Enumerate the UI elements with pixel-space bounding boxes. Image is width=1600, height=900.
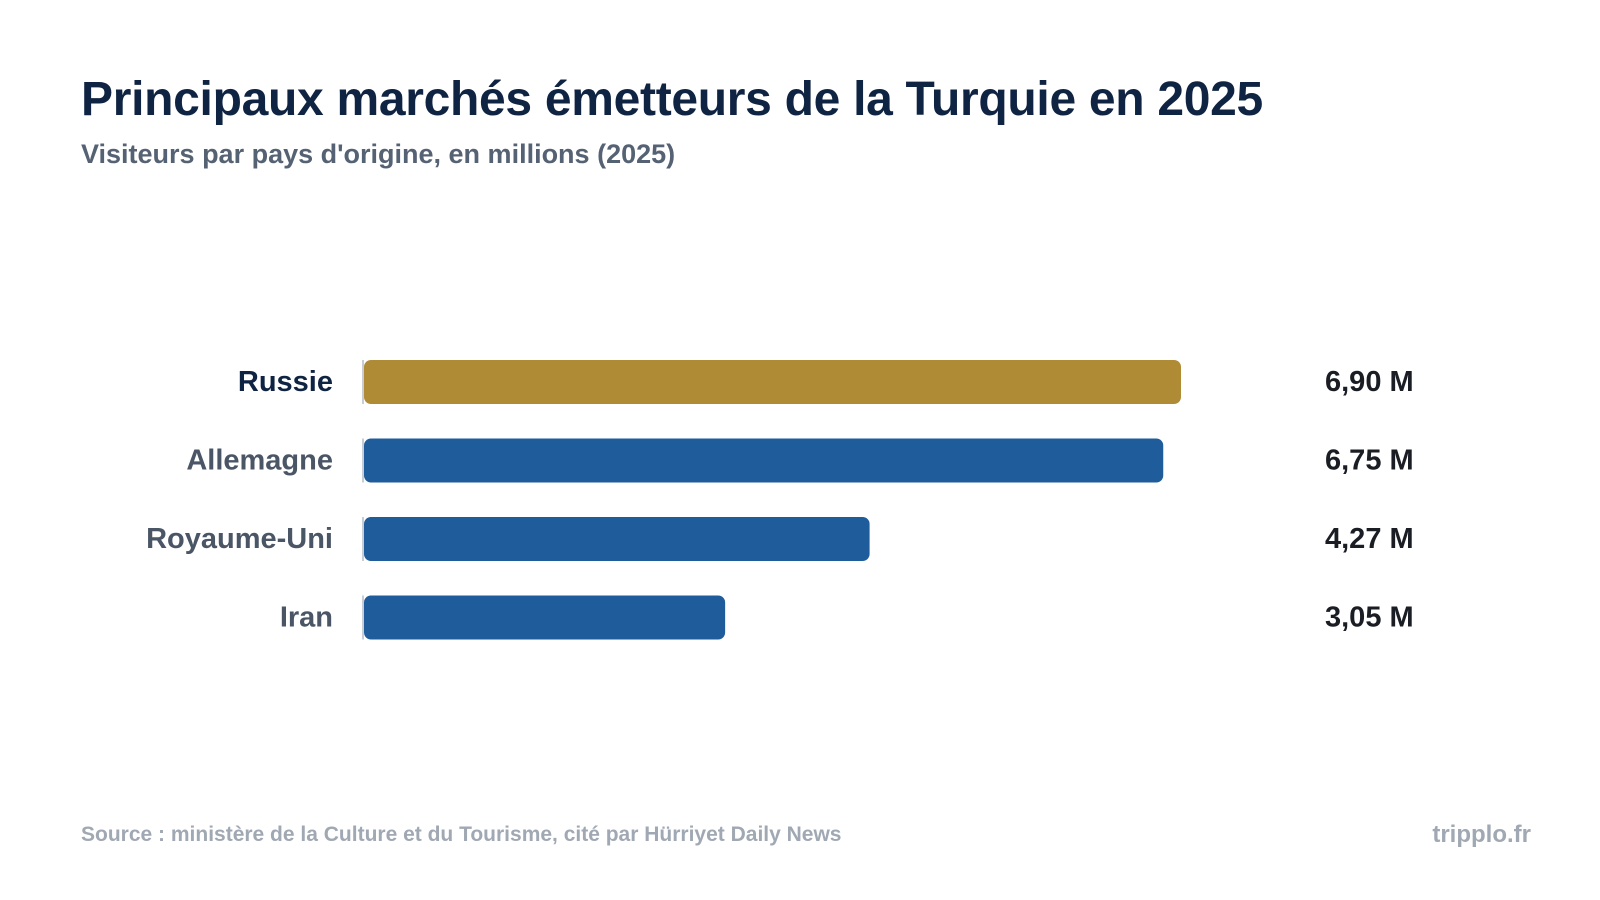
category-label: Allemagne: [186, 445, 333, 477]
chart-title: Principaux marchés émetteurs de la Turqu…: [81, 73, 1263, 126]
bar-baseline-tick: [362, 517, 364, 561]
bar-baseline-tick: [362, 438, 364, 483]
bar-baseline-tick: [362, 360, 364, 404]
category-label: Royaume-Uni: [146, 523, 333, 555]
bar-iran: [364, 595, 726, 640]
value-label: 6,90 M: [1325, 366, 1414, 398]
bar-russie: [364, 360, 1181, 404]
value-label: 3,05 M: [1325, 602, 1414, 634]
bar-allemagne: [364, 438, 1164, 483]
brand-link[interactable]: tripplo.fr: [1432, 821, 1531, 848]
category-label: Iran: [280, 602, 333, 634]
bar-royaume-uni: [364, 517, 870, 561]
value-label: 6,75 M: [1325, 445, 1414, 477]
category-label: Russie: [238, 366, 333, 398]
value-label: 4,27 M: [1325, 523, 1414, 555]
source-note: Source : ministère de la Culture et du T…: [81, 823, 842, 846]
bar-baseline-tick: [362, 595, 364, 640]
chart-subtitle: Visiteurs par pays d'origine, en million…: [81, 139, 676, 169]
